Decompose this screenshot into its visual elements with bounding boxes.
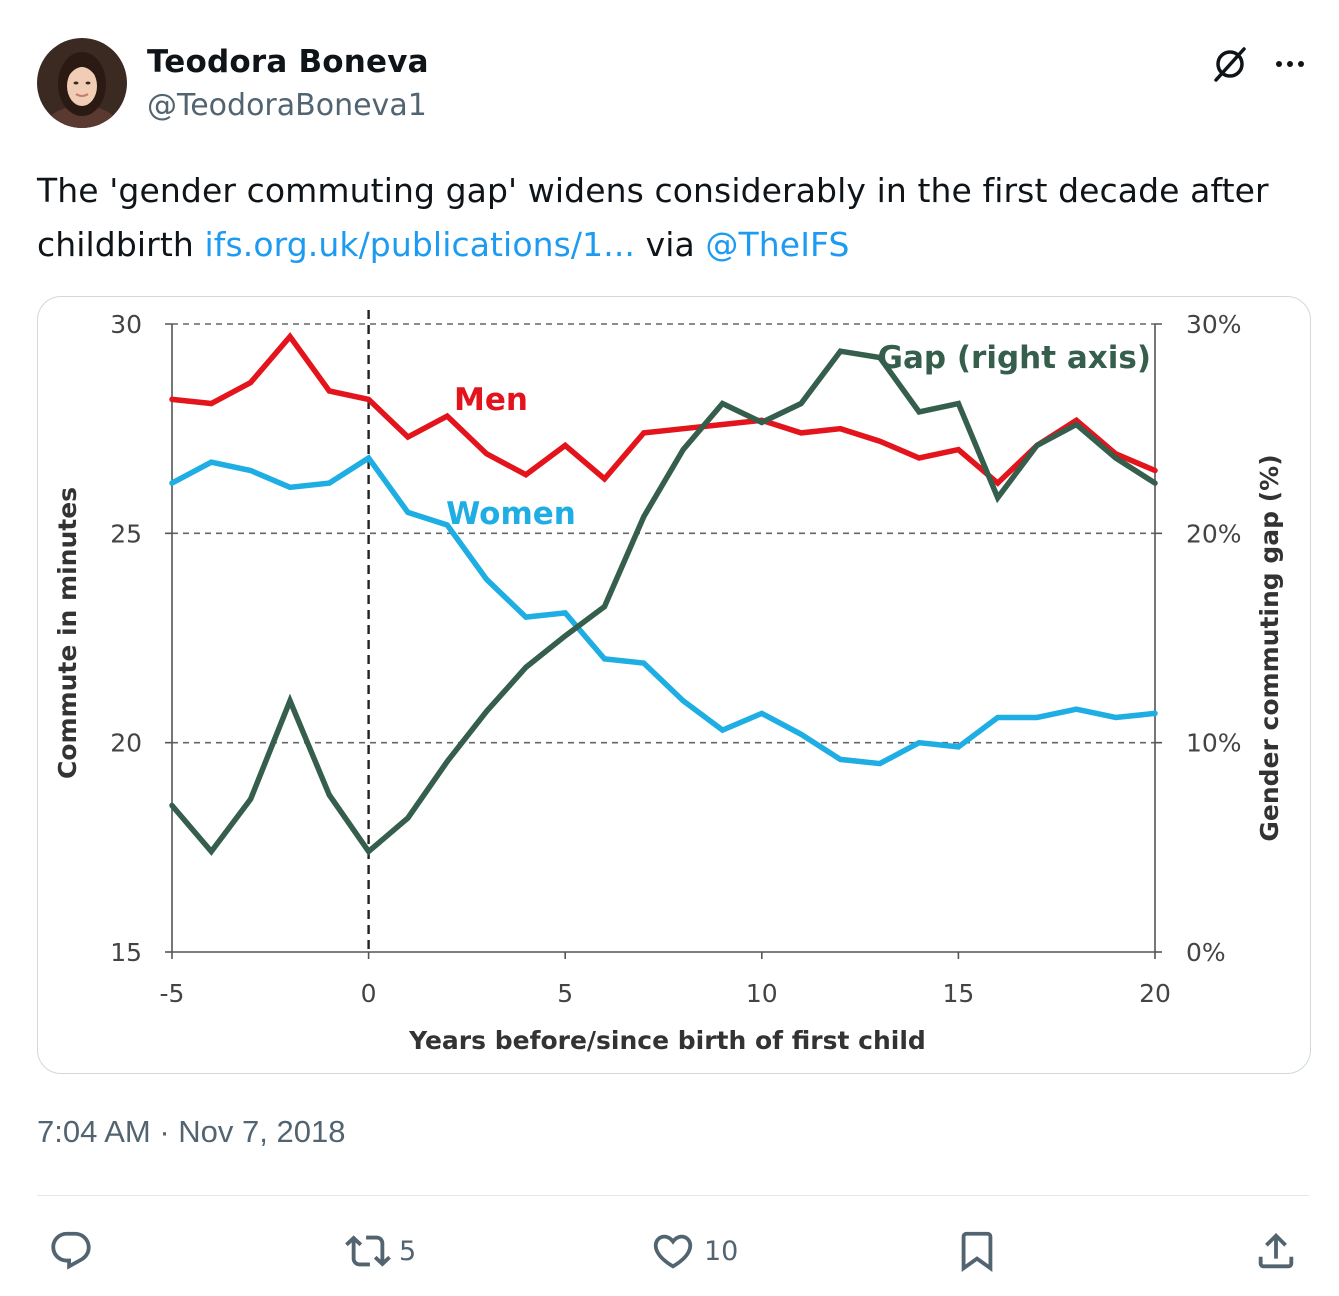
x-tick-label: 15	[942, 979, 974, 1008]
tweet-body: The 'gender commuting gap' widens consid…	[37, 171, 1269, 264]
x-tick-label: -5	[160, 979, 185, 1008]
divider	[37, 1195, 1309, 1196]
timestamp[interactable]: 7:04 AM · Nov 7, 2018	[37, 1114, 346, 1149]
bookmark-button[interactable]	[954, 1225, 1000, 1277]
bookmark-icon	[961, 1231, 993, 1272]
reply-button[interactable]	[48, 1225, 94, 1277]
retweet-count: 5	[399, 1235, 417, 1267]
reply-icon	[51, 1231, 91, 1270]
heart-icon	[653, 1234, 693, 1269]
like-button[interactable]: 10	[650, 1225, 738, 1277]
y-tick-label-right: 10%	[1186, 729, 1242, 758]
x-axis-title: Years before/since birth of first child	[408, 1026, 926, 1055]
y-tick-label-right: 0%	[1186, 938, 1226, 967]
share-button[interactable]	[1253, 1225, 1299, 1277]
retweet-icon	[345, 1235, 391, 1267]
mention-link[interactable]: @TheIFS	[705, 225, 850, 264]
commute-chart: 15 20 25 30 0% 10% 20% 30% -5 0 5 10 15 20 Years befor…	[53, 310, 1284, 1055]
like-count: 10	[704, 1235, 739, 1267]
y-axis-title-left: Commute in minutes	[53, 487, 82, 779]
tweet-text: The 'gender commuting gap' widens consid…	[37, 164, 1307, 272]
x-tick-label: 5	[557, 979, 573, 1008]
author-handle[interactable]: @TeodoraBoneva1	[147, 88, 427, 123]
y-axis-title-right: Gender commuting gap (%)	[1255, 454, 1284, 841]
y-tick-label-left: 15	[110, 938, 142, 967]
y-tick-label-right: 20%	[1186, 519, 1242, 548]
avatar[interactable]	[37, 38, 127, 128]
y-tick-label-left: 20	[110, 729, 142, 758]
y-tick-label-left: 25	[110, 519, 142, 548]
tweet-via: via	[635, 225, 706, 264]
series-label-gap: Gap (right axis)	[878, 340, 1151, 376]
media-card[interactable]: 15 20 25 30 0% 10% 20% 30% -5 0 5 10 15 20 Years befor…	[37, 296, 1311, 1074]
x-tick-label: 20	[1139, 979, 1171, 1008]
retweet-button[interactable]: 5	[345, 1225, 416, 1277]
more-icon[interactable]	[1270, 44, 1310, 84]
y-tick-label-left: 30	[110, 310, 142, 339]
article-link[interactable]: ifs.org.uk/publications/1...	[204, 225, 636, 264]
grok-icon[interactable]	[1210, 44, 1250, 84]
x-tick-label: 10	[746, 979, 778, 1008]
author-name[interactable]: Teodora Boneva	[147, 44, 429, 80]
x-tick-label: 0	[361, 979, 377, 1008]
series-line-women	[169, 454, 1158, 767]
y-tick-label-right: 30%	[1186, 310, 1242, 339]
series-label-women: Women	[446, 496, 576, 532]
series-line-gap	[169, 348, 1158, 856]
share-icon	[1258, 1232, 1294, 1269]
series-label-men: Men	[454, 382, 528, 418]
